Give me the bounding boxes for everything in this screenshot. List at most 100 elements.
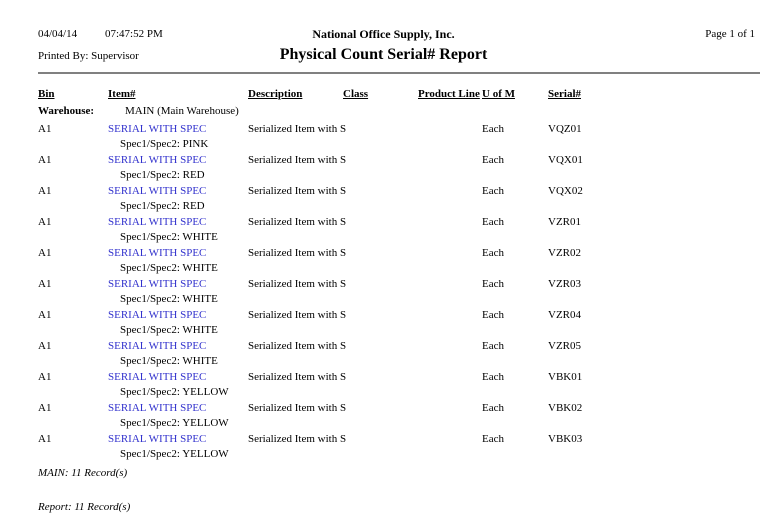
col-header-uofm: U of M xyxy=(482,88,515,100)
description-cell: Serialized Item with S xyxy=(248,340,347,352)
bin-cell: A1 xyxy=(38,371,52,383)
print-time: 07:47:52 PM xyxy=(105,28,163,40)
uofm-cell: Each xyxy=(482,154,504,166)
item-link[interactable]: SERIAL WITH SPEC xyxy=(108,185,207,197)
class-cell xyxy=(343,432,418,447)
print-date: 04/04/14 xyxy=(38,28,78,40)
class-cell xyxy=(343,308,418,323)
item-cell: SERIAL WITH SPEC xyxy=(108,153,248,168)
uofm-cell: Each xyxy=(482,340,504,352)
serial-cell: VBK01 xyxy=(548,371,583,383)
bin-cell: A1 xyxy=(38,123,52,135)
class-cell xyxy=(343,215,418,230)
description-cell: Serialized Item with S xyxy=(248,433,347,445)
class-cell xyxy=(343,370,418,385)
serial-cell: VZR02 xyxy=(548,247,581,259)
bin-cell: A1 xyxy=(38,278,52,290)
table-header-row: Bin Item# Description Class Product Line… xyxy=(38,87,767,102)
table-row: A1 SERIAL WITH SPEC Serialized Item with… xyxy=(38,277,767,308)
page-number: Page 1 of 1 xyxy=(705,28,755,40)
description-cell: Serialized Item with S xyxy=(248,154,347,166)
bin-cell: A1 xyxy=(38,185,52,197)
class-cell xyxy=(343,339,418,354)
col-header-product-line: Product Line xyxy=(418,88,480,100)
bin-cell: A1 xyxy=(38,216,52,228)
report-table: Bin Item# Description Class Product Line… xyxy=(38,87,767,463)
item-link[interactable]: SERIAL WITH SPEC xyxy=(108,371,207,383)
group-total: MAIN: 11 Record(s) xyxy=(38,467,128,479)
report-total: Report: 11 Record(s) xyxy=(38,501,131,513)
col-header-item: Item# xyxy=(108,88,136,100)
table-row: A1 SERIAL WITH SPEC Serialized Item with… xyxy=(38,215,767,246)
item-link[interactable]: SERIAL WITH SPEC xyxy=(108,216,207,228)
item-cell: SERIAL WITH SPEC xyxy=(108,401,248,416)
bin-cell: A1 xyxy=(38,433,52,445)
item-link[interactable]: SERIAL WITH SPEC xyxy=(108,402,207,414)
col-header-class: Class xyxy=(343,88,369,100)
col-header-serial: Serial# xyxy=(548,88,581,100)
table-row: A1 SERIAL WITH SPEC Serialized Item with… xyxy=(38,153,767,184)
uofm-cell: Each xyxy=(482,216,504,228)
warehouse-group-header: Warehouse: MAIN (Main Warehouse) xyxy=(38,104,767,119)
serial-cell: VQX01 xyxy=(548,154,583,166)
spec-line: Spec1/Spec2: YELLOW xyxy=(120,386,229,398)
serial-cell: VBK03 xyxy=(548,433,583,445)
uofm-cell: Each xyxy=(482,278,504,290)
description-cell: Serialized Item with S xyxy=(248,402,347,414)
bin-cell: A1 xyxy=(38,154,52,166)
uofm-cell: Each xyxy=(482,402,504,414)
serial-cell: VZR03 xyxy=(548,278,581,290)
warehouse-label: Warehouse: xyxy=(38,105,95,117)
description-cell: Serialized Item with S xyxy=(248,123,347,135)
serial-cell: VQX02 xyxy=(548,185,583,197)
class-cell xyxy=(343,122,418,137)
uofm-cell: Each xyxy=(482,433,504,445)
table-row: A1 SERIAL WITH SPEC Serialized Item with… xyxy=(38,339,767,370)
product-line-cell xyxy=(418,153,482,168)
col-header-bin: Bin xyxy=(38,88,55,100)
spec-line: Spec1/Spec2: RED xyxy=(120,169,205,181)
class-cell xyxy=(343,153,418,168)
description-cell: Serialized Item with S xyxy=(248,371,347,383)
company-name: National Office Supply, Inc. xyxy=(312,27,455,41)
spec-line: Spec1/Spec2: WHITE xyxy=(120,262,218,274)
description-cell: Serialized Item with S xyxy=(248,309,347,321)
serial-cell: VZR01 xyxy=(548,216,581,228)
item-link[interactable]: SERIAL WITH SPEC xyxy=(108,433,207,445)
uofm-cell: Each xyxy=(482,123,504,135)
product-line-cell xyxy=(418,401,482,416)
item-cell: SERIAL WITH SPEC xyxy=(108,370,248,385)
table-row: A1 SERIAL WITH SPEC Serialized Item with… xyxy=(38,370,767,401)
table-row: A1 SERIAL WITH SPEC Serialized Item with… xyxy=(38,308,767,339)
uofm-cell: Each xyxy=(482,309,504,321)
spec-line: Spec1/Spec2: RED xyxy=(120,200,205,212)
item-link[interactable]: SERIAL WITH SPEC xyxy=(108,278,207,290)
item-link[interactable]: SERIAL WITH SPEC xyxy=(108,123,207,135)
class-cell xyxy=(343,277,418,292)
item-link[interactable]: SERIAL WITH SPEC xyxy=(108,154,207,166)
header-divider xyxy=(38,72,760,74)
item-cell: SERIAL WITH SPEC xyxy=(108,215,248,230)
spec-line: Spec1/Spec2: WHITE xyxy=(120,231,218,243)
description-cell: Serialized Item with S xyxy=(248,278,347,290)
bin-cell: A1 xyxy=(38,402,52,414)
item-cell: SERIAL WITH SPEC xyxy=(108,184,248,199)
item-link[interactable]: SERIAL WITH SPEC xyxy=(108,309,207,321)
product-line-cell xyxy=(418,308,482,323)
product-line-cell xyxy=(418,184,482,199)
table-row: A1 SERIAL WITH SPEC Serialized Item with… xyxy=(38,432,767,463)
item-link[interactable]: SERIAL WITH SPEC xyxy=(108,340,207,352)
table-row: A1 SERIAL WITH SPEC Serialized Item with… xyxy=(38,401,767,432)
table-row: A1 SERIAL WITH SPEC Serialized Item with… xyxy=(38,246,767,277)
table-row: A1 SERIAL WITH SPEC Serialized Item with… xyxy=(38,184,767,215)
item-link[interactable]: SERIAL WITH SPEC xyxy=(108,247,207,259)
product-line-cell xyxy=(418,215,482,230)
uofm-cell: Each xyxy=(482,185,504,197)
item-cell: SERIAL WITH SPEC xyxy=(108,339,248,354)
bin-cell: A1 xyxy=(38,340,52,352)
serial-cell: VBK02 xyxy=(548,402,583,414)
product-line-cell xyxy=(418,370,482,385)
report-title: Physical Count Serial# Report xyxy=(279,46,488,63)
bin-cell: A1 xyxy=(38,309,52,321)
